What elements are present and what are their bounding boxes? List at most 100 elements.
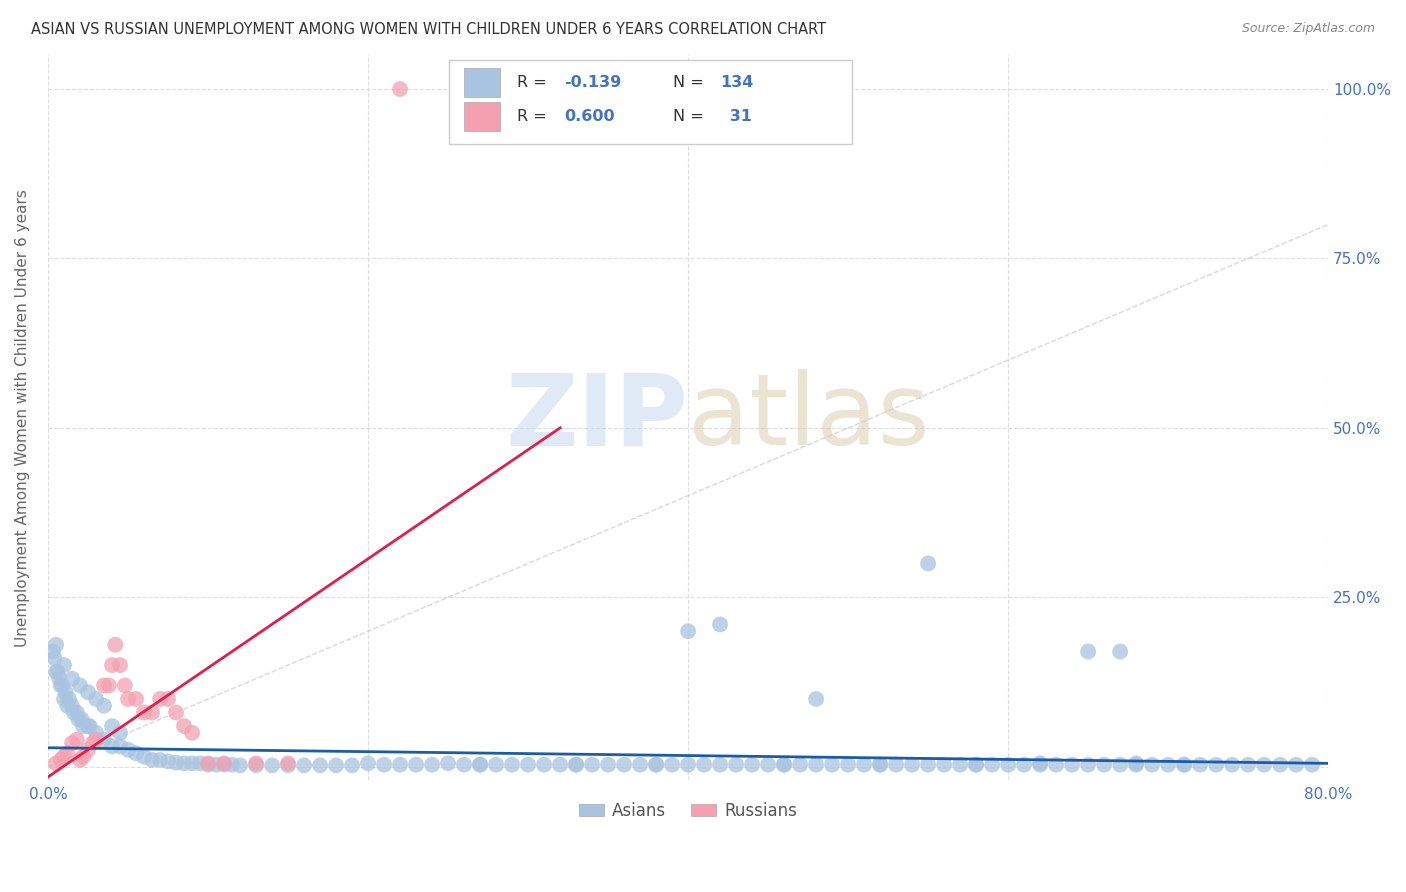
Point bbox=[1173, 757, 1195, 772]
Text: atlas: atlas bbox=[688, 369, 929, 467]
Point bbox=[453, 757, 475, 772]
Point bbox=[277, 758, 299, 772]
Point bbox=[804, 757, 827, 772]
Point bbox=[1205, 757, 1227, 772]
Point bbox=[709, 757, 731, 772]
Point bbox=[117, 692, 139, 706]
Point bbox=[1220, 757, 1243, 772]
Point bbox=[197, 756, 219, 771]
Point bbox=[125, 746, 148, 760]
Point bbox=[1125, 757, 1147, 772]
Point bbox=[596, 757, 619, 772]
Point bbox=[548, 757, 571, 772]
Point bbox=[1109, 757, 1132, 772]
Point bbox=[181, 756, 204, 771]
Point bbox=[132, 706, 155, 720]
Point bbox=[93, 678, 115, 692]
Point bbox=[1140, 757, 1163, 772]
Point bbox=[101, 658, 124, 673]
Point bbox=[309, 758, 332, 772]
Point bbox=[1253, 757, 1275, 772]
Point bbox=[1173, 757, 1195, 772]
Point bbox=[157, 755, 180, 769]
Point bbox=[1189, 757, 1212, 772]
Point bbox=[965, 757, 987, 772]
Text: R =: R = bbox=[516, 110, 551, 124]
Text: 0.600: 0.600 bbox=[564, 110, 614, 124]
Point bbox=[1157, 757, 1180, 772]
Point bbox=[212, 756, 235, 771]
Point bbox=[149, 692, 172, 706]
Point bbox=[67, 712, 90, 726]
Point bbox=[69, 678, 91, 692]
Point bbox=[405, 757, 427, 772]
Point bbox=[917, 557, 939, 571]
Point bbox=[69, 753, 91, 767]
Point bbox=[501, 757, 523, 772]
Point bbox=[84, 692, 107, 706]
Point bbox=[173, 719, 195, 733]
Point bbox=[1092, 757, 1115, 772]
Point bbox=[125, 692, 148, 706]
Point bbox=[468, 757, 491, 772]
Point bbox=[709, 617, 731, 632]
Point bbox=[581, 757, 603, 772]
Point bbox=[725, 757, 748, 772]
Point bbox=[565, 757, 588, 772]
Point bbox=[77, 743, 100, 757]
Point bbox=[82, 736, 104, 750]
Point bbox=[932, 757, 955, 772]
Point bbox=[157, 692, 180, 706]
Point bbox=[66, 706, 89, 720]
Point bbox=[221, 757, 243, 772]
Point bbox=[1077, 757, 1099, 772]
Point bbox=[949, 757, 972, 772]
Point bbox=[917, 757, 939, 772]
Point bbox=[884, 757, 907, 772]
Point bbox=[77, 719, 100, 733]
Point bbox=[72, 719, 94, 733]
Point bbox=[51, 678, 73, 692]
Point bbox=[53, 749, 76, 764]
Point bbox=[533, 757, 555, 772]
Point bbox=[676, 757, 699, 772]
Point bbox=[1109, 644, 1132, 658]
Point bbox=[72, 749, 94, 764]
Point bbox=[981, 757, 1004, 772]
Point bbox=[1285, 757, 1308, 772]
Point bbox=[389, 82, 412, 96]
Text: -0.139: -0.139 bbox=[564, 75, 621, 90]
Point bbox=[101, 739, 124, 754]
Point bbox=[1012, 757, 1035, 772]
Point bbox=[101, 719, 124, 733]
Point bbox=[49, 753, 72, 767]
Point bbox=[901, 757, 924, 772]
Point bbox=[77, 685, 100, 699]
Point bbox=[165, 706, 187, 720]
Text: Source: ZipAtlas.com: Source: ZipAtlas.com bbox=[1241, 22, 1375, 36]
Point bbox=[628, 757, 651, 772]
Point bbox=[55, 685, 77, 699]
Point bbox=[773, 757, 796, 772]
Point bbox=[1125, 756, 1147, 771]
Point bbox=[58, 692, 80, 706]
Point bbox=[517, 757, 540, 772]
Text: ZIP: ZIP bbox=[505, 369, 688, 467]
Point bbox=[97, 678, 120, 692]
Point bbox=[853, 757, 876, 772]
Point bbox=[93, 698, 115, 713]
Point bbox=[212, 757, 235, 772]
FancyBboxPatch shape bbox=[464, 103, 501, 131]
Point bbox=[1029, 756, 1052, 771]
Point bbox=[262, 758, 284, 772]
Point bbox=[325, 758, 347, 772]
Point bbox=[53, 658, 76, 673]
FancyBboxPatch shape bbox=[464, 68, 501, 97]
Point bbox=[437, 756, 460, 771]
Point bbox=[84, 726, 107, 740]
Point bbox=[84, 732, 107, 747]
Point bbox=[132, 749, 155, 764]
Point bbox=[789, 757, 811, 772]
Point bbox=[188, 756, 211, 771]
Point bbox=[1077, 644, 1099, 658]
